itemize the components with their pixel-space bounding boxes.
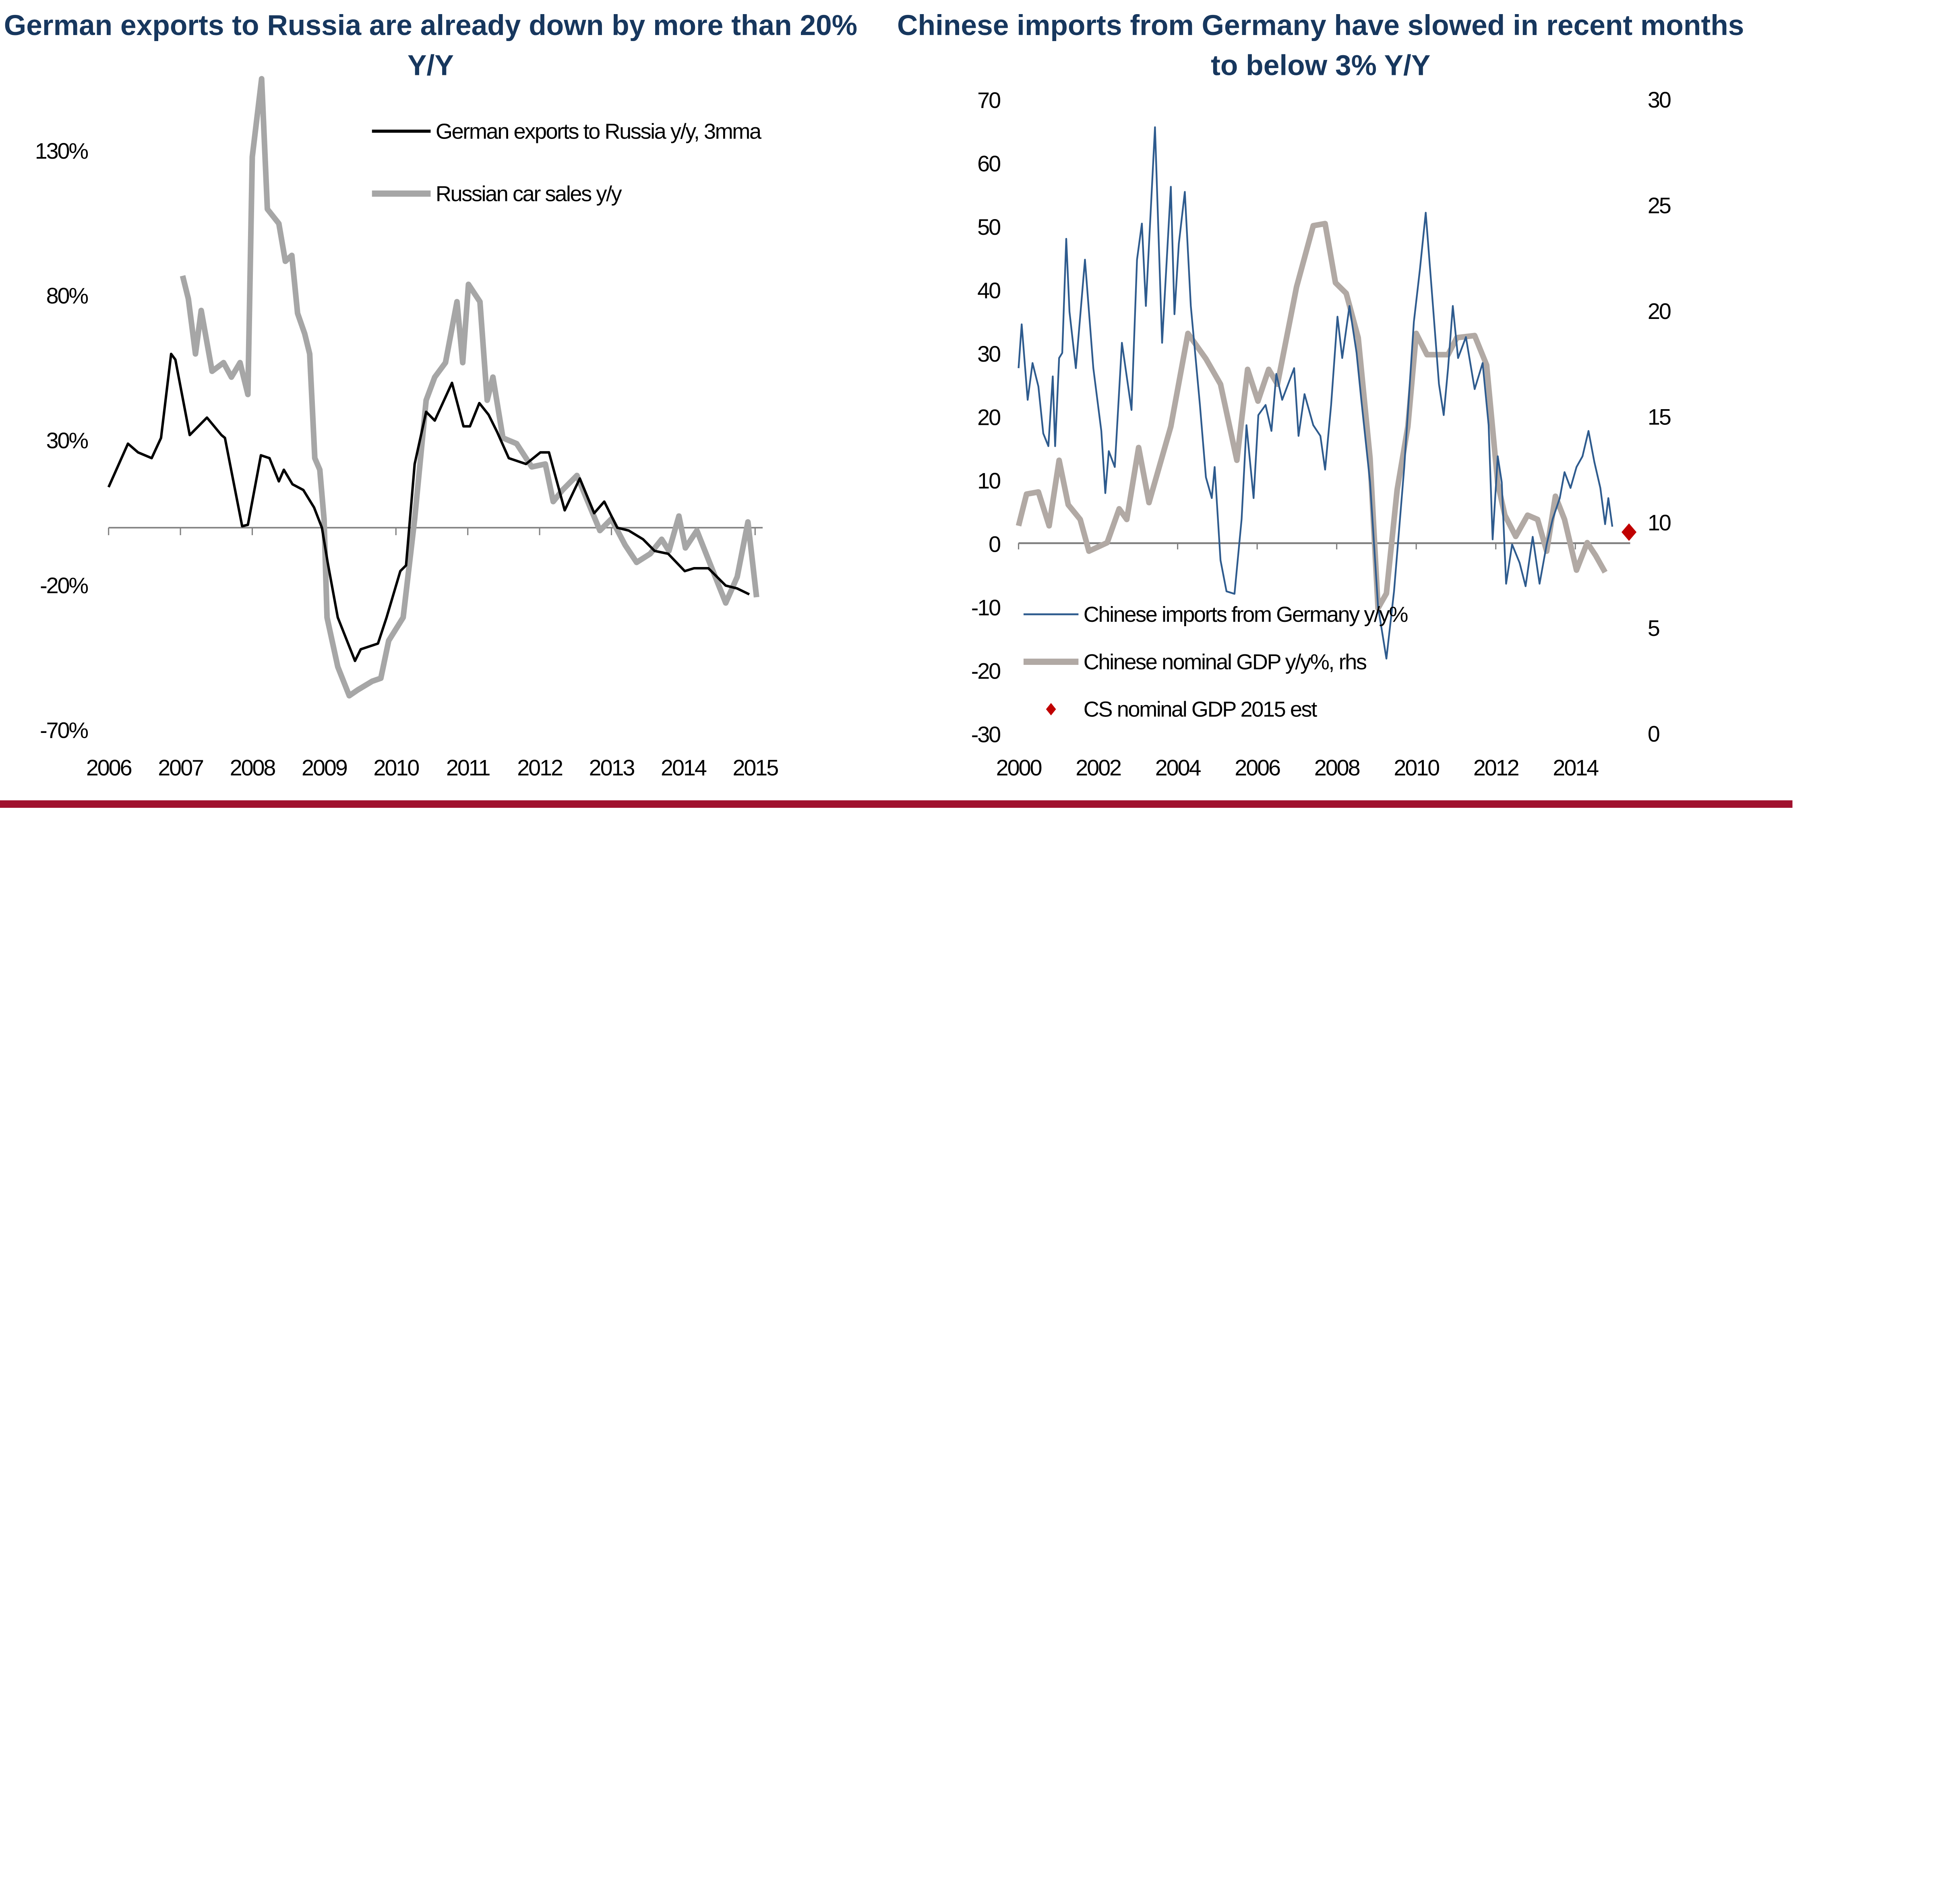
chart2-x-tick-label: 2006 xyxy=(1235,755,1280,780)
chart1-x-tick-label: 2012 xyxy=(517,755,563,780)
chart2-y-tick-label-right: 20 xyxy=(1648,298,1671,324)
series-line-russian-car-sales xyxy=(180,76,759,699)
chart1-y-tick-label: -20% xyxy=(40,573,88,598)
chart2-y-tick-label-left: 20 xyxy=(977,405,1000,430)
chart2-title-line1: Chinese imports from Germany have slowed… xyxy=(897,9,1744,41)
legend-label-german-exports: German exports to Russia y/y, 3mma xyxy=(436,119,762,143)
chart1-y-tick-label: -70% xyxy=(40,717,88,743)
chart2-y-tick-label-left: 70 xyxy=(977,87,1000,113)
chart1-legend: German exports to Russia y/y, 3mma Russi… xyxy=(372,119,763,206)
chart1-x-tick-label: 2011 xyxy=(446,755,490,780)
chart1-x-tick-label: 2007 xyxy=(158,755,203,780)
chart1-x-tick-label: 2006 xyxy=(86,755,132,780)
chart2-x-tick-label: 2014 xyxy=(1553,755,1599,780)
chart-chinese-imports-germany: Chinese imports from Germany have slowed… xyxy=(897,9,1744,780)
chart2-x-tick-label: 2002 xyxy=(1076,755,1121,780)
chart2-x-tick-label: 2012 xyxy=(1473,755,1519,780)
chart2-y-tick-label-right: 15 xyxy=(1648,404,1671,429)
chart2-x-tick-label: 2008 xyxy=(1314,755,1360,780)
chart2-y-tick-label-left: -20 xyxy=(971,658,1000,683)
chart1-x-tick-label: 2009 xyxy=(302,755,347,780)
chart2-legend: Chinese imports from Germany y/y% Chines… xyxy=(1023,602,1409,722)
chart1-x-tick-label: 2013 xyxy=(589,755,635,780)
chart2-x-tick-label: 2010 xyxy=(1394,755,1439,780)
chart2-y-tick-label-left: 30 xyxy=(977,341,1000,366)
legend-label-imports: Chinese imports from Germany y/y% xyxy=(1084,602,1408,627)
legend-label-car-sales: Russian car sales y/y xyxy=(436,182,623,206)
chart2-y-tick-label-left: 60 xyxy=(977,151,1000,176)
chart2-y-tick-label-left: 10 xyxy=(977,468,1000,493)
chart2-y-tick-label-left: 40 xyxy=(977,278,1000,303)
chart2-y-tick-label-left: 0 xyxy=(989,531,1000,557)
chart-german-exports-russia: German exports to Russia are already dow… xyxy=(4,9,857,780)
chart1-y-tick-label: 30% xyxy=(46,428,88,453)
chart1-x-tick-label: 2010 xyxy=(373,755,419,780)
legend-label-cs-estimate: CS nominal GDP 2015 est xyxy=(1084,697,1317,722)
chart2-y-tick-label-right: 0 xyxy=(1648,721,1659,747)
chart1-y-tick-label: 130% xyxy=(35,138,88,163)
chart2-y-tick-label-right: 25 xyxy=(1648,193,1671,218)
chart1-x-tick-label: 2008 xyxy=(230,755,275,780)
chart2-x-tick-label: 2004 xyxy=(1155,755,1201,780)
series-line-chinese-nominal-gdp xyxy=(1016,221,1608,611)
chart1-x-tick-label: 2015 xyxy=(732,755,778,780)
data-point-cs-gdp-estimate xyxy=(1621,523,1637,541)
series-line-chinese-imports xyxy=(1018,126,1613,660)
chart2-title-line2: to below 3% Y/Y xyxy=(1211,49,1430,81)
chart2-y-tick-label-right: 30 xyxy=(1648,87,1671,112)
divider-bar xyxy=(0,800,1793,808)
legend-swatch-cs-estimate-diamond-icon xyxy=(1046,703,1056,716)
chart2-y-tick-label-right: 10 xyxy=(1648,510,1671,535)
chart1-title-line2: Y/Y xyxy=(407,49,454,81)
chart1-title-line1: German exports to Russia are already dow… xyxy=(4,9,857,41)
series-line-german-exports xyxy=(107,352,750,662)
legend-label-gdp: Chinese nominal GDP y/y%, rhs xyxy=(1084,650,1367,674)
chart2-y-tick-label-left: -10 xyxy=(971,595,1000,620)
chart1-y-tick-label: 80% xyxy=(46,283,88,308)
chart2-y-tick-label-right: 5 xyxy=(1648,615,1659,641)
chart1-x-tick-label: 2014 xyxy=(661,755,707,780)
chart2-y-tick-label-left: 50 xyxy=(977,214,1000,240)
chart2-x-tick-label: 2000 xyxy=(996,755,1042,780)
chart2-y-tick-label-left: -30 xyxy=(971,722,1000,747)
